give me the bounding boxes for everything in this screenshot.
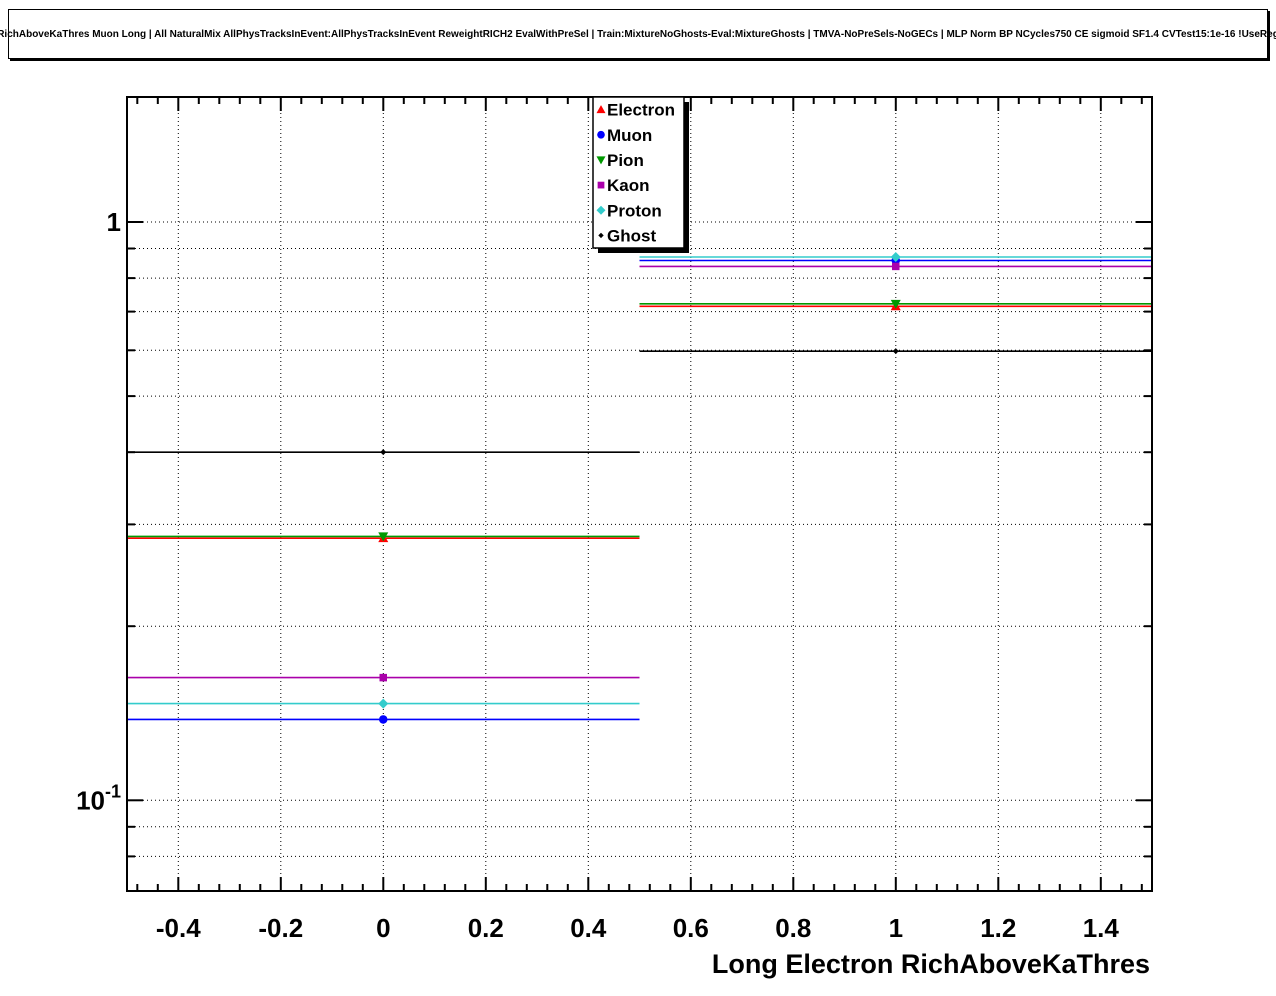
proton-marker [378,698,389,709]
plot-title: RichAboveKaThres Muon Long | All Natural… [0,28,1276,40]
legend-marker-muon [597,130,605,139]
pion-marker [378,532,389,542]
legend-label-muon: Muon [607,126,652,145]
y-tick-label: 10-1 [76,781,121,815]
ghost-marker [380,449,387,456]
y-tick-label: 1 [107,207,121,237]
x-tick-label: -0.4 [156,913,201,943]
x-tick-label: 0.8 [775,913,811,943]
y-tick-label-exponent: -1 [105,781,121,801]
kaon-marker [892,262,900,271]
legend-label-proton: Proton [607,201,662,220]
legend-marker-kaon [597,181,605,189]
legend-marker-proton [596,205,606,215]
muon-marker [379,715,388,724]
x-tick-label: 0 [376,913,390,943]
legend-label-kaon: Kaon [607,176,650,195]
x-tick-label: 0.2 [468,913,504,943]
x-tick-label: -0.2 [258,913,303,943]
kaon-marker [379,673,387,682]
ghost-marker [892,348,899,355]
pion-marker [890,299,901,309]
proton-marker [890,251,901,262]
legend-label-ghost: Ghost [607,226,656,245]
legend-box [592,96,685,249]
y-tick-label-base: 10 [76,785,105,815]
legend-label-electron: Electron [607,101,675,120]
x-tick-label: 1.4 [1083,913,1120,943]
legend-label-pion: Pion [607,151,644,170]
x-tick-label: 1 [889,913,903,943]
legend-marker-electron [596,105,606,114]
x-tick-label: 0.4 [570,913,607,943]
x-axis-title: Long Electron RichAboveKaThres [712,949,1150,979]
x-tick-label: 1.2 [980,913,1016,943]
legend-marker-ghost [598,232,604,239]
plot-title-box: RichAboveKaThres Muon Long | All Natural… [0,9,1276,59]
legend-marker-pion [596,156,606,165]
x-tick-label: 0.6 [673,913,709,943]
